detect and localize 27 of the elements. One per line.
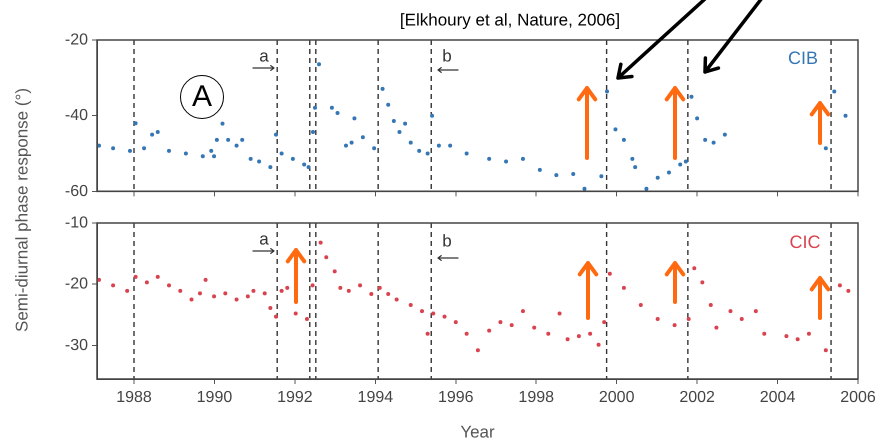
annotation: A (192, 80, 212, 113)
x-axis-title: Year (460, 422, 496, 442)
y-tick-label: -30 (64, 336, 88, 354)
x-tick-label: 1998 (518, 389, 554, 406)
annotation: b (442, 232, 452, 250)
text: [Elkhoury et al, Nature, 2006] (400, 10, 620, 30)
y-tick-label: -60 (64, 182, 88, 200)
x-tick-label: 1994 (358, 389, 394, 406)
circled-letter: A (180, 75, 224, 119)
y-tick-label: -40 (64, 107, 88, 124)
x-tick-label: 1992 (277, 389, 313, 406)
y-tick-label: -10 (64, 214, 88, 232)
annotation: CIC (790, 232, 820, 252)
x-tick-label: 1996 (438, 389, 474, 406)
annotation: b (442, 46, 452, 66)
y-tick-label: -20 (64, 31, 88, 48)
annotation: a (259, 230, 269, 248)
x-tick-label: 1988 (116, 389, 152, 406)
x-tick-label: 2006 (840, 389, 876, 406)
annotation: CIB (788, 48, 818, 68)
x-tick-label: 1990 (196, 389, 232, 406)
x-tick-label: 2002 (679, 389, 716, 406)
x-tick-label: 2000 (598, 389, 635, 406)
y-tick-label: -20 (64, 276, 88, 293)
annotation: a (259, 46, 269, 66)
y-axis-title: Semi-diurnal phase response (°) (12, 88, 32, 332)
x-tick-label: 2004 (760, 389, 796, 406)
